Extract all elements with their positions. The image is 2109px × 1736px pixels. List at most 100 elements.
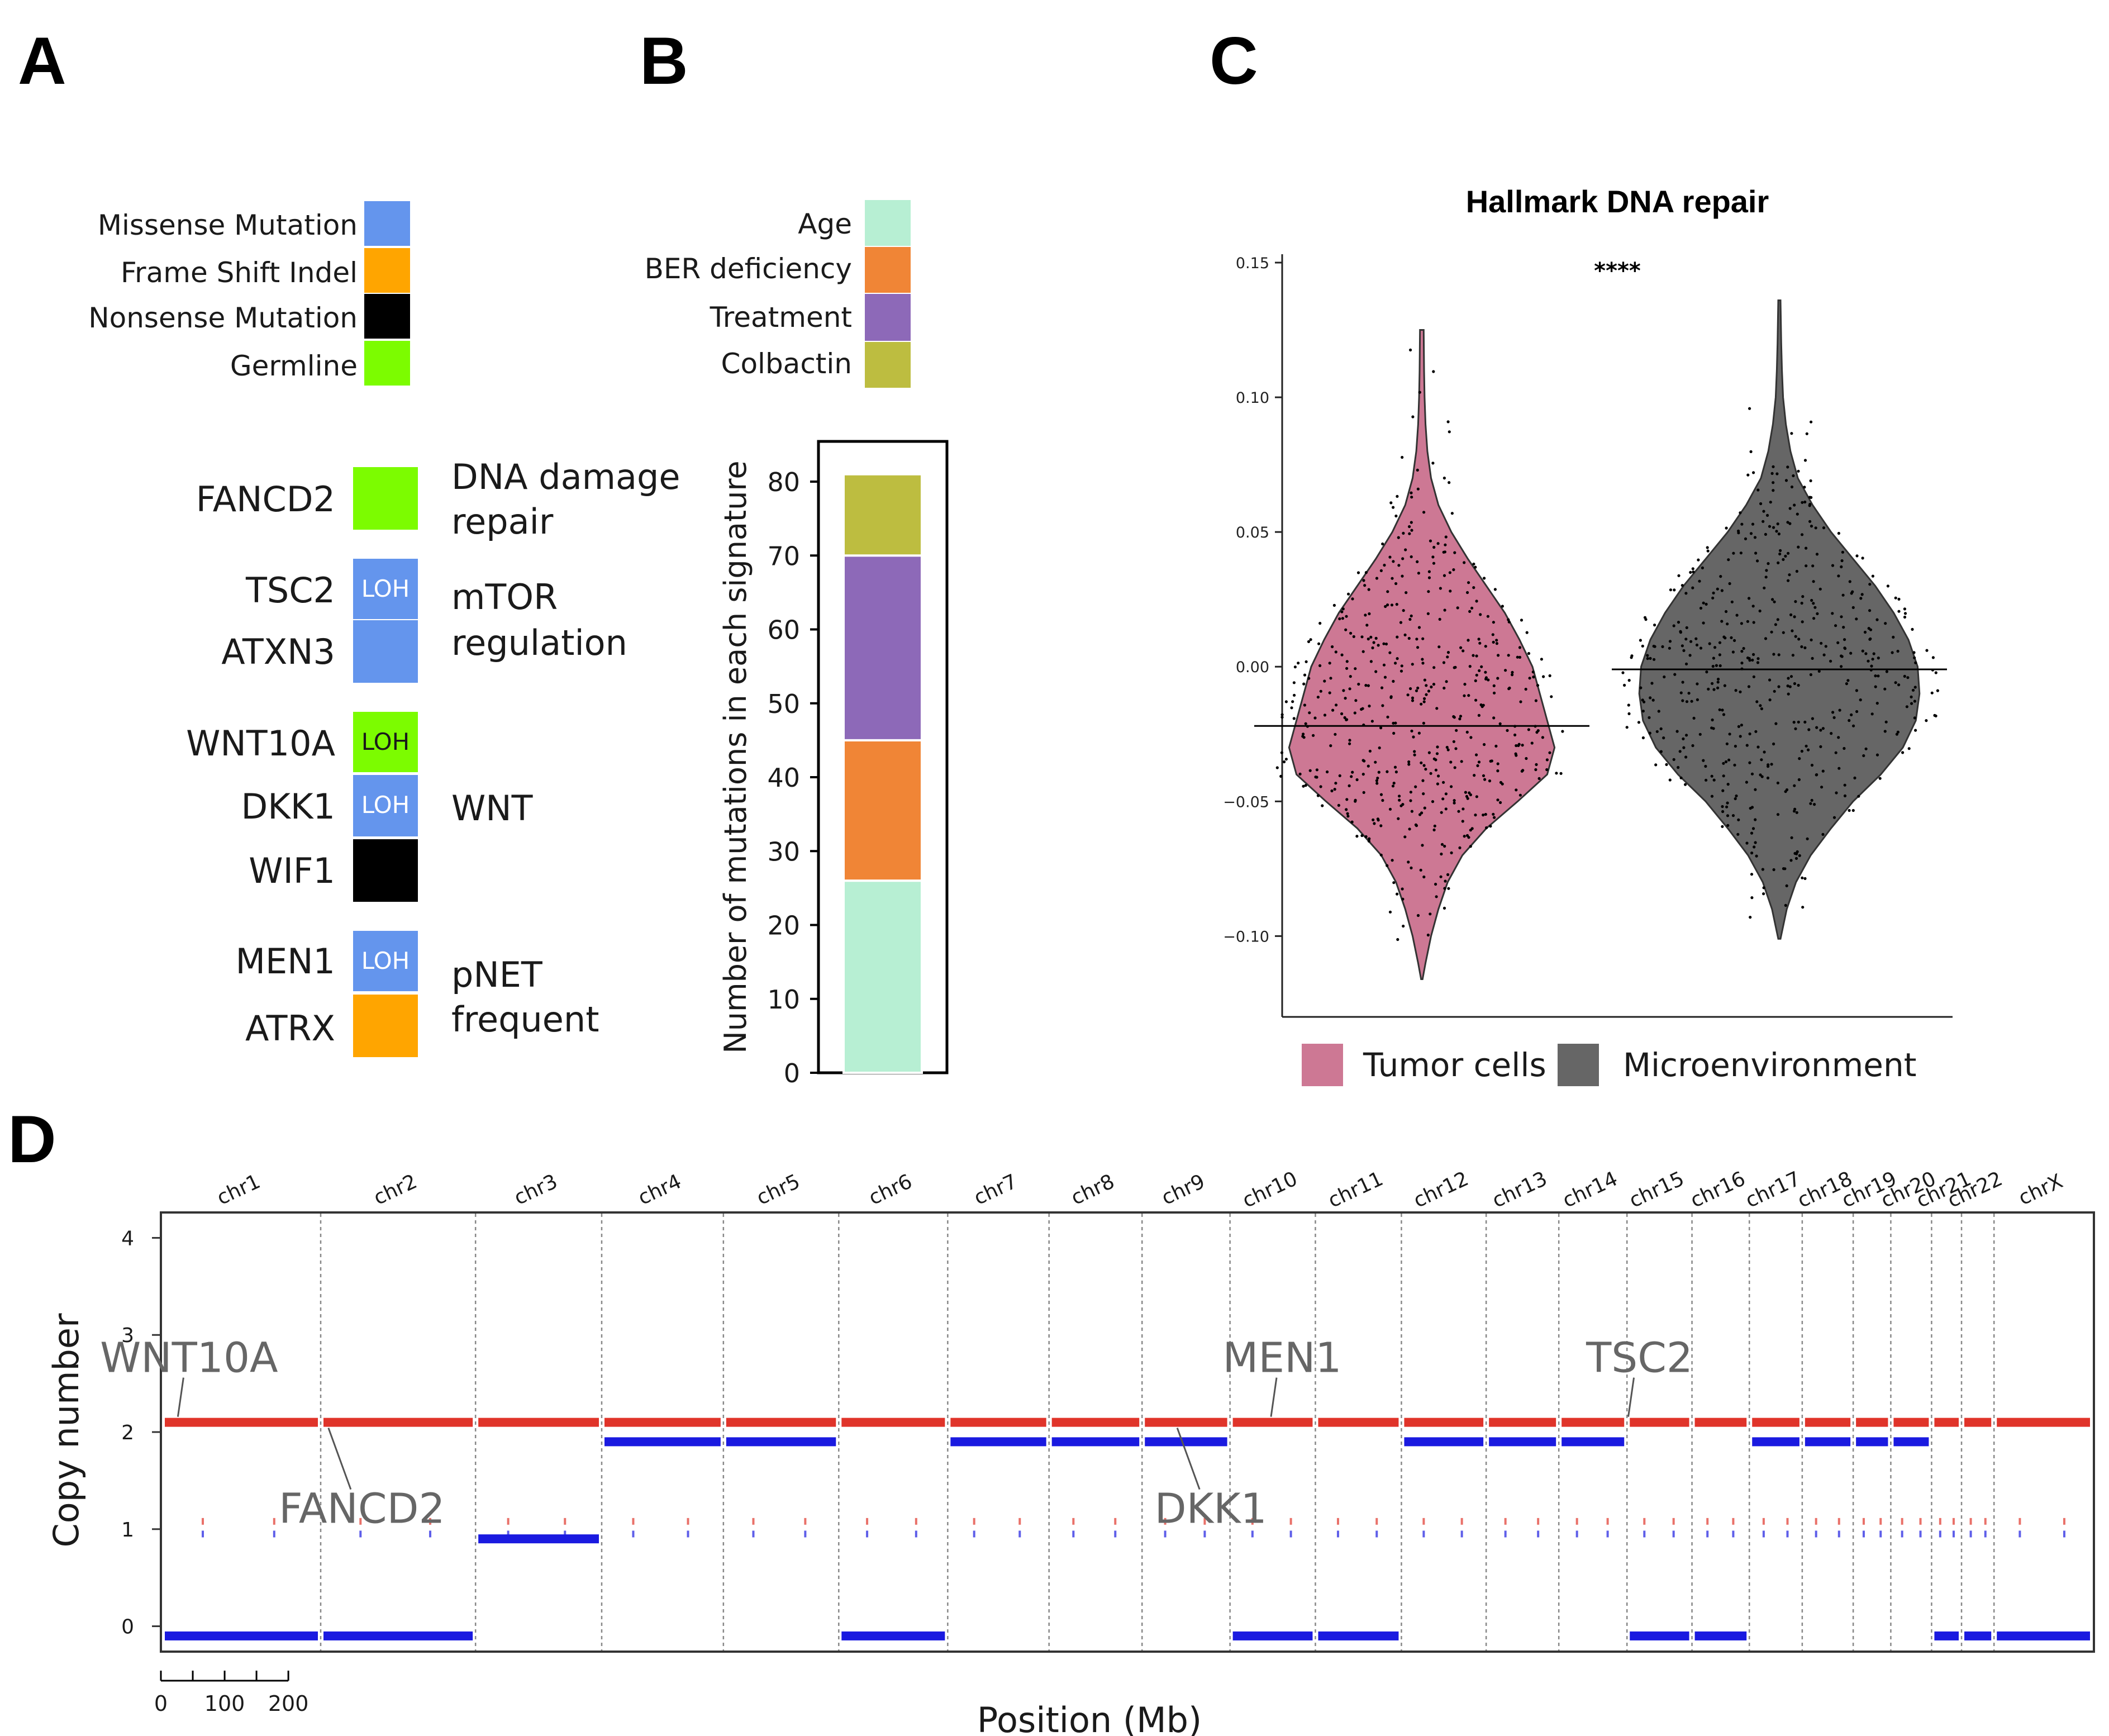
point bbox=[1817, 669, 1821, 673]
minor-mark bbox=[1879, 1518, 1882, 1525]
point bbox=[1413, 753, 1416, 757]
point bbox=[1422, 764, 1426, 767]
point bbox=[1452, 568, 1455, 572]
point bbox=[1346, 812, 1349, 815]
point bbox=[1521, 744, 1524, 747]
point bbox=[1386, 590, 1389, 593]
point bbox=[1494, 744, 1498, 748]
point bbox=[1381, 704, 1384, 707]
point bbox=[1405, 591, 1408, 594]
point bbox=[1930, 691, 1934, 695]
chart-d-frame bbox=[160, 1211, 2095, 1653]
point bbox=[1421, 844, 1424, 847]
point bbox=[1347, 592, 1350, 596]
point bbox=[1341, 607, 1345, 611]
point bbox=[1806, 837, 1809, 840]
minor-mark bbox=[2063, 1530, 2065, 1538]
point bbox=[1396, 892, 1399, 896]
point bbox=[1472, 586, 1475, 589]
point bbox=[1841, 550, 1844, 554]
minor-mark bbox=[564, 1530, 566, 1538]
minor-segment-chr22 bbox=[1964, 1631, 1992, 1640]
point bbox=[1515, 754, 1518, 757]
point bbox=[1411, 663, 1414, 666]
point bbox=[1395, 603, 1398, 606]
point bbox=[1461, 649, 1465, 653]
point bbox=[1752, 471, 1755, 474]
point bbox=[1280, 713, 1284, 716]
point bbox=[1659, 750, 1663, 753]
point bbox=[1407, 860, 1410, 864]
point bbox=[1726, 814, 1730, 817]
point bbox=[1440, 811, 1443, 814]
point bbox=[1444, 543, 1447, 546]
point bbox=[1796, 512, 1799, 516]
point bbox=[1810, 598, 1813, 602]
point bbox=[1813, 803, 1816, 806]
point bbox=[1727, 558, 1730, 562]
point bbox=[1470, 827, 1474, 830]
point bbox=[1377, 771, 1380, 774]
point bbox=[1450, 785, 1453, 788]
point bbox=[1863, 630, 1867, 634]
point bbox=[1443, 906, 1446, 910]
point bbox=[1688, 654, 1692, 657]
point bbox=[1730, 600, 1734, 603]
point bbox=[1914, 661, 1917, 664]
point bbox=[1650, 682, 1654, 685]
minor-mark bbox=[1114, 1518, 1117, 1525]
point bbox=[1446, 651, 1450, 654]
point bbox=[1518, 793, 1522, 797]
point bbox=[1445, 680, 1448, 683]
minor-mark bbox=[1837, 1518, 1840, 1525]
point bbox=[1328, 662, 1331, 665]
point bbox=[1646, 657, 1649, 660]
point bbox=[1364, 613, 1367, 617]
point bbox=[1519, 700, 1522, 703]
point bbox=[1784, 479, 1788, 482]
point bbox=[1934, 671, 1937, 674]
point bbox=[1672, 624, 1675, 627]
point bbox=[1766, 513, 1769, 517]
point bbox=[1439, 587, 1442, 590]
point bbox=[1392, 721, 1395, 725]
point bbox=[1807, 748, 1810, 752]
point bbox=[1422, 700, 1426, 703]
point bbox=[1726, 622, 1729, 626]
point bbox=[1518, 655, 1522, 659]
point bbox=[1776, 618, 1779, 621]
point bbox=[1814, 526, 1817, 530]
major-segment-chr13 bbox=[1489, 1418, 1556, 1427]
point bbox=[1321, 804, 1324, 807]
point bbox=[1348, 739, 1351, 742]
point bbox=[1432, 666, 1436, 669]
annotation-pointer-fancd2 bbox=[327, 1428, 352, 1490]
point bbox=[1925, 719, 1928, 722]
point bbox=[1316, 696, 1320, 699]
point bbox=[1702, 759, 1705, 762]
minor-mark bbox=[1732, 1518, 1735, 1525]
point bbox=[1846, 679, 1850, 682]
point bbox=[1810, 496, 1813, 500]
point bbox=[1855, 710, 1859, 714]
point bbox=[1468, 610, 1472, 613]
point bbox=[1754, 788, 1757, 791]
point bbox=[1851, 606, 1855, 609]
point bbox=[1338, 617, 1341, 621]
point bbox=[1392, 506, 1395, 509]
minor-mark bbox=[973, 1530, 975, 1538]
point bbox=[1805, 744, 1808, 748]
point bbox=[1440, 852, 1443, 856]
point bbox=[1555, 772, 1558, 775]
major-segment-chr8 bbox=[1051, 1418, 1140, 1427]
point bbox=[1367, 588, 1370, 591]
point bbox=[1319, 785, 1322, 788]
point bbox=[1368, 612, 1371, 616]
point bbox=[1335, 703, 1338, 707]
major-segment-chr14 bbox=[1561, 1418, 1625, 1427]
point bbox=[1379, 726, 1383, 730]
point bbox=[1855, 554, 1859, 558]
point bbox=[1499, 801, 1502, 804]
point bbox=[1432, 562, 1436, 565]
point bbox=[1859, 698, 1862, 702]
